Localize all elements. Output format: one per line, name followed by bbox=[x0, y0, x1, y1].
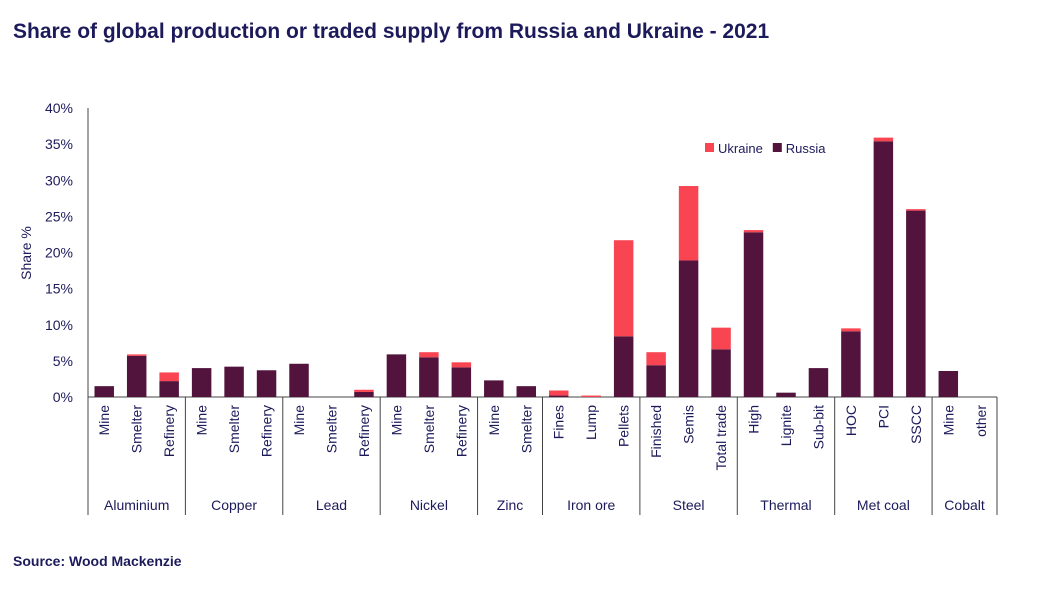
bar-russia bbox=[516, 386, 537, 397]
group-label: Nickel bbox=[410, 497, 448, 513]
group-label: Thermal bbox=[760, 497, 811, 513]
x-tick-label: Mine bbox=[96, 405, 112, 436]
source-note: Source: Wood Mackenzie bbox=[13, 553, 182, 569]
bar-russia bbox=[94, 386, 114, 397]
bar-ukraine bbox=[581, 395, 601, 397]
bar-russia bbox=[906, 210, 926, 397]
bar-russia bbox=[678, 260, 699, 397]
x-tick-label: other bbox=[973, 405, 989, 437]
bar-ukraine bbox=[906, 209, 926, 211]
bar-ukraine bbox=[354, 389, 374, 392]
group-label: Met coal bbox=[857, 497, 910, 513]
x-tick-label: Finished bbox=[648, 405, 664, 458]
bar-russia bbox=[126, 355, 147, 397]
y-tick-label: 35% bbox=[45, 136, 73, 152]
x-tick-label: Smelter bbox=[421, 405, 437, 454]
group-label: Lead bbox=[316, 497, 347, 513]
y-tick-label: 20% bbox=[45, 245, 73, 261]
y-tick-label: 10% bbox=[45, 317, 73, 333]
x-tick-label: Sub-bit bbox=[810, 405, 826, 449]
bar-ukraine bbox=[548, 390, 569, 396]
bar-russia bbox=[743, 232, 764, 397]
x-tick-label: Smelter bbox=[129, 405, 145, 454]
bar-russia bbox=[191, 368, 212, 397]
bar-russia bbox=[256, 370, 277, 397]
y-tick-label: 25% bbox=[45, 208, 73, 224]
bar-russia bbox=[711, 349, 731, 397]
group-label: Aluminium bbox=[104, 497, 169, 513]
bar-ukraine bbox=[159, 372, 179, 382]
bar-russia bbox=[873, 141, 894, 397]
x-tick-label: High bbox=[746, 405, 762, 434]
x-tick-label: SSCC bbox=[908, 405, 924, 444]
bar-ukraine bbox=[451, 362, 472, 368]
x-tick-label: PCI bbox=[875, 405, 891, 428]
group-label: Copper bbox=[211, 497, 257, 513]
x-tick-label: Smelter bbox=[323, 405, 339, 454]
bar-ukraine bbox=[841, 328, 861, 332]
chart-title: Share of global production or traded sup… bbox=[13, 20, 770, 43]
x-tick-label: Mine bbox=[194, 405, 210, 436]
bar-russia bbox=[776, 392, 796, 397]
x-tick-label: Mine bbox=[388, 405, 404, 436]
bar-russia bbox=[386, 354, 407, 397]
bar-russia bbox=[841, 331, 861, 397]
bar-ukraine bbox=[126, 354, 147, 356]
bar-russia bbox=[646, 365, 666, 397]
group-label: Zinc bbox=[497, 497, 523, 513]
x-tick-label: Lump bbox=[583, 405, 599, 440]
bar-russia bbox=[613, 336, 634, 397]
bar-ukraine bbox=[873, 137, 894, 142]
y-tick-label: 15% bbox=[45, 281, 73, 297]
x-tick-label: Mine bbox=[486, 405, 502, 436]
bar-ukraine bbox=[711, 327, 731, 350]
bar-ukraine bbox=[646, 352, 666, 366]
bar-ukraine bbox=[419, 352, 439, 358]
x-tick-label: Semis bbox=[681, 405, 697, 444]
x-tick-label: Mine bbox=[940, 405, 956, 436]
legend-label-russia: Russia bbox=[786, 141, 827, 156]
x-tick-label: Refinery bbox=[161, 405, 177, 457]
y-tick-label: 0% bbox=[53, 389, 73, 405]
legend-label-ukraine: Ukraine bbox=[718, 141, 763, 156]
bar-russia bbox=[548, 395, 569, 397]
x-tick-label: Mine bbox=[291, 405, 307, 436]
bar-russia bbox=[289, 363, 309, 397]
x-tick-label: Smelter bbox=[518, 405, 534, 454]
y-axis-label: Share % bbox=[18, 226, 34, 280]
x-tick-label: Lignite bbox=[778, 405, 794, 446]
y-tick-label: 30% bbox=[45, 172, 73, 188]
bar-russia bbox=[451, 367, 472, 397]
bar-russia bbox=[938, 370, 959, 397]
x-tick-label: Refinery bbox=[356, 405, 372, 457]
x-tick-label: Refinery bbox=[259, 405, 275, 457]
y-tick-label: 40% bbox=[45, 100, 73, 116]
legend-swatch-russia bbox=[772, 143, 782, 152]
y-tick-label: 5% bbox=[53, 353, 73, 369]
bar-russia bbox=[224, 366, 244, 397]
x-tick-label: Fines bbox=[551, 405, 567, 439]
legend-swatch-ukraine bbox=[705, 143, 714, 152]
group-label: Iron ore bbox=[567, 497, 615, 513]
bar-russia bbox=[484, 380, 504, 397]
bar-russia bbox=[354, 391, 374, 397]
x-tick-label: Total trade bbox=[713, 405, 729, 471]
group-label: Steel bbox=[673, 497, 705, 513]
bar-russia bbox=[159, 381, 179, 397]
x-tick-label: Smelter bbox=[226, 405, 242, 454]
bar-russia bbox=[808, 368, 829, 397]
bar-ukraine bbox=[743, 230, 764, 233]
bar-ukraine bbox=[678, 186, 699, 261]
x-tick-label: Refinery bbox=[453, 405, 469, 457]
bar-russia bbox=[419, 357, 439, 397]
group-label: Cobalt bbox=[944, 497, 985, 513]
bar-ukraine bbox=[613, 240, 634, 337]
x-tick-label: HOC bbox=[843, 405, 859, 436]
x-tick-label: Pellets bbox=[616, 405, 632, 447]
